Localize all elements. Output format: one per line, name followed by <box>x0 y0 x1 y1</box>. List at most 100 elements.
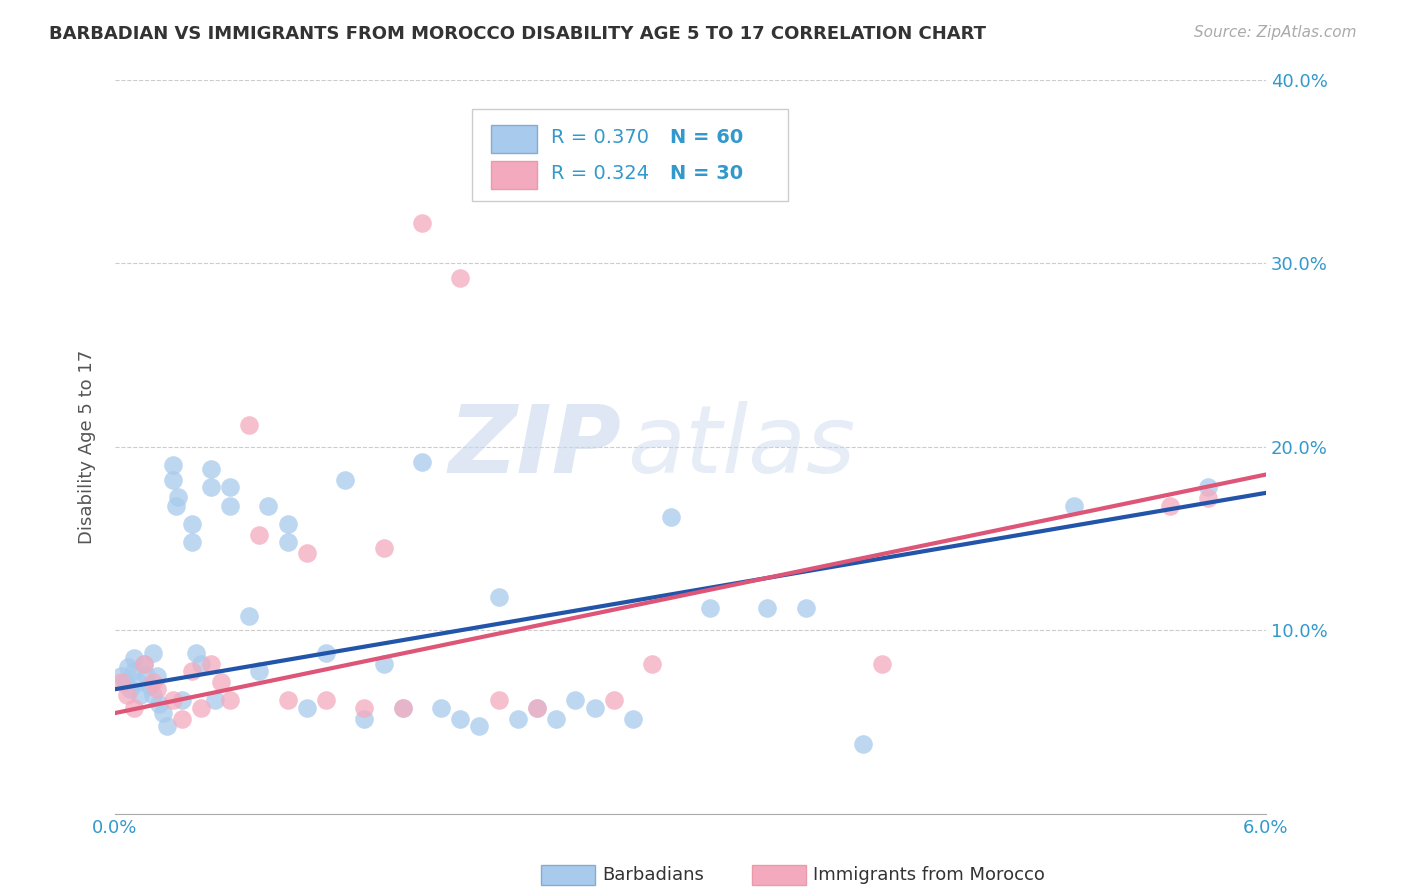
Point <box>165 499 187 513</box>
Point <box>603 693 626 707</box>
Point <box>621 712 644 726</box>
Text: Immigrants from Morocco: Immigrants from Morocco <box>813 866 1045 884</box>
Point <box>146 669 169 683</box>
Point <box>200 480 222 494</box>
Point <box>794 601 817 615</box>
Point <box>430 700 453 714</box>
Point <box>120 682 142 697</box>
Point <box>391 700 413 714</box>
Point <box>641 657 664 671</box>
Point <box>180 664 202 678</box>
Point <box>277 535 299 549</box>
Point <box>353 700 375 714</box>
Point <box>449 271 471 285</box>
Point <box>117 660 139 674</box>
Point <box>148 697 170 711</box>
Point <box>315 646 337 660</box>
Point <box>122 651 145 665</box>
Point <box>488 591 510 605</box>
Text: ZIP: ZIP <box>449 401 621 493</box>
Point <box>219 693 242 707</box>
Point <box>129 688 152 702</box>
Point <box>110 674 132 689</box>
Point <box>132 657 155 671</box>
Point <box>872 657 894 671</box>
Point <box>138 679 160 693</box>
Point <box>238 608 260 623</box>
Point <box>162 458 184 473</box>
Text: atlas: atlas <box>627 401 855 492</box>
Point <box>526 700 548 714</box>
Point <box>315 693 337 707</box>
Text: N = 60: N = 60 <box>669 128 742 146</box>
Point <box>257 499 280 513</box>
Point <box>142 688 165 702</box>
Point <box>449 712 471 726</box>
Point <box>115 688 138 702</box>
Text: Barbadians: Barbadians <box>602 866 703 884</box>
Point <box>180 535 202 549</box>
Point <box>373 657 395 671</box>
FancyBboxPatch shape <box>491 161 537 188</box>
Point <box>411 216 433 230</box>
Point <box>583 700 606 714</box>
Point <box>127 674 149 689</box>
Point <box>277 693 299 707</box>
Point <box>373 541 395 555</box>
Point <box>172 693 194 707</box>
Point <box>190 700 212 714</box>
Point <box>1063 499 1085 513</box>
Text: R = 0.370: R = 0.370 <box>551 128 650 146</box>
Point <box>172 712 194 726</box>
Point <box>204 693 226 707</box>
Point <box>852 737 875 751</box>
Point <box>411 455 433 469</box>
Point <box>162 693 184 707</box>
Point <box>146 682 169 697</box>
Point <box>659 509 682 524</box>
Point <box>391 700 413 714</box>
Point <box>295 546 318 560</box>
Point <box>209 674 232 689</box>
Point <box>468 719 491 733</box>
Point <box>162 473 184 487</box>
Point <box>200 462 222 476</box>
Point <box>184 646 207 660</box>
Point <box>200 657 222 671</box>
Point <box>277 517 299 532</box>
Point <box>506 712 529 726</box>
Point <box>156 719 179 733</box>
Text: N = 30: N = 30 <box>669 164 742 183</box>
FancyBboxPatch shape <box>491 126 537 153</box>
Point <box>335 473 357 487</box>
Point <box>122 700 145 714</box>
Point <box>219 480 242 494</box>
Point <box>353 712 375 726</box>
Point <box>122 664 145 678</box>
Point <box>167 490 190 504</box>
Point <box>526 700 548 714</box>
Point <box>699 601 721 615</box>
Point <box>1197 491 1219 506</box>
Point <box>238 417 260 432</box>
Point <box>247 664 270 678</box>
Point <box>295 700 318 714</box>
Point <box>1159 499 1181 513</box>
Point <box>190 657 212 671</box>
Point <box>488 693 510 707</box>
Text: Source: ZipAtlas.com: Source: ZipAtlas.com <box>1194 25 1357 40</box>
Text: R = 0.324: R = 0.324 <box>551 164 650 183</box>
Point <box>110 669 132 683</box>
Point <box>1197 480 1219 494</box>
Point <box>114 674 136 689</box>
Point <box>142 674 165 689</box>
Point <box>152 706 174 720</box>
Point <box>564 693 586 707</box>
Y-axis label: Disability Age 5 to 17: Disability Age 5 to 17 <box>79 350 96 544</box>
Point <box>132 657 155 671</box>
Point <box>180 517 202 532</box>
Point <box>756 601 779 615</box>
Point <box>135 667 157 681</box>
FancyBboxPatch shape <box>472 110 789 201</box>
Point <box>142 646 165 660</box>
